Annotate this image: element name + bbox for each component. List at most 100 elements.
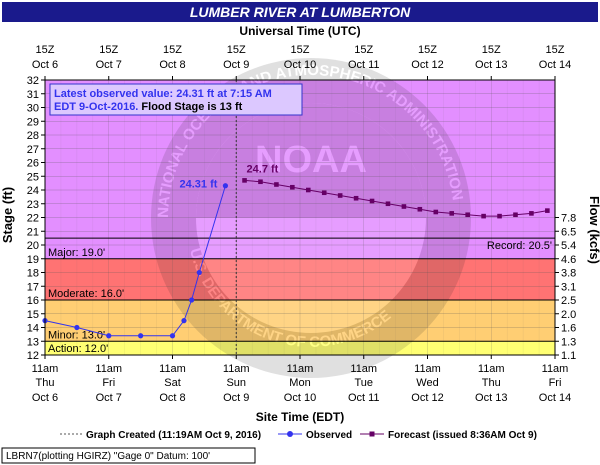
x-top-tick-label: 15Z xyxy=(99,44,118,56)
observed-value-label: 24.31 ft xyxy=(179,179,217,191)
flood-label-moderate: Moderate: 16.0' xyxy=(48,288,124,300)
forecast-point xyxy=(417,206,423,212)
legend-graph-created-label: Graph Created (11:19AM Oct 9, 2016) xyxy=(86,430,261,441)
legend-forecast-label: Forecast (issued 8:36AM Oct 9) xyxy=(388,430,537,441)
y-tick-label: 12 xyxy=(27,350,39,362)
forecast-point xyxy=(513,212,518,218)
x-bottom-tick-day: Thu xyxy=(482,377,501,389)
y-tick-label: 27 xyxy=(27,144,39,156)
y-right-tick-label: 6.5 xyxy=(561,226,576,238)
y-right-tick-label: 5.4 xyxy=(561,240,576,252)
x-bottom-tick-time: 11am xyxy=(223,363,250,375)
forecast-point xyxy=(353,195,359,201)
flood-label-action: Action: 12.0' xyxy=(48,343,108,355)
title-bar xyxy=(2,2,598,22)
forecast-point xyxy=(449,211,455,216)
info-flood-stage-line: EDT 9-Oct-2016. Flood Stage is 13 ft xyxy=(54,101,243,113)
x-top-tick-date: Oct 8 xyxy=(159,59,185,71)
y-right-tick-label: 3.1 xyxy=(561,281,576,293)
chart-title: LUMBER RIVER AT LUMBERTON xyxy=(190,4,411,20)
noaa-logo-outer-ring xyxy=(151,58,471,378)
y-axis-label: Stage (ft) xyxy=(0,187,15,243)
footer-datum-text: LBRN7(plotting HGIRZ) "Gage 0" Datum: 10… xyxy=(6,451,210,462)
flood-label-minor: Minor: 13.0' xyxy=(48,329,105,341)
y-tick-label: 18 xyxy=(27,268,39,280)
x-bottom-tick-time: 11am xyxy=(414,363,441,375)
forecast-point xyxy=(337,193,343,198)
forecast-point xyxy=(321,190,327,196)
record-label: Record: 20.5' xyxy=(487,240,552,252)
observed-point xyxy=(181,318,187,324)
forecast-point xyxy=(242,178,247,183)
forecast-point xyxy=(465,212,470,218)
forecast-point xyxy=(497,213,502,219)
x-top-tick-label: 15Z xyxy=(227,44,246,56)
observed-point xyxy=(196,269,202,276)
observed-point xyxy=(189,297,195,303)
y-tick-label: 25 xyxy=(27,171,39,183)
x-top-tick-label: 15Z xyxy=(418,44,437,56)
x-axis-label: Site Time (EDT) xyxy=(256,410,344,424)
x-bottom-tick-day: Tue xyxy=(354,377,373,389)
x-axis-top: 15Z Oct 6 15Z Oct 7 15Z Oct 8 15Z Oct 9 15Z Oct 1… xyxy=(32,44,571,80)
x-bottom-tick-day: Fri xyxy=(549,377,562,389)
observed-point xyxy=(169,333,176,339)
forecast-point xyxy=(401,204,407,209)
forecast-point xyxy=(545,208,550,213)
forecast-point xyxy=(305,187,311,193)
latest-observed-info-box: Latest observed value: 24.31 ft at 7:15 … xyxy=(49,83,303,116)
x-top-tick-date: Oct 13 xyxy=(475,59,507,71)
forecast-point xyxy=(369,198,375,204)
series-layer: 24.31 ft 24.7 ft xyxy=(42,163,550,339)
y-tick-label: 20 xyxy=(27,240,39,252)
x-bottom-tick-date: Oct 10 xyxy=(284,392,316,404)
forecast-point xyxy=(274,182,279,187)
flood-category-bands xyxy=(45,80,555,355)
grid-lines xyxy=(44,79,556,356)
observed-point xyxy=(222,183,229,189)
y-tick-label: 23 xyxy=(27,199,39,211)
x-top-tick-date: Oct 10 xyxy=(284,59,316,71)
legend-forecast-swatch-marker xyxy=(369,431,375,437)
x-bottom-tick-day: Wed xyxy=(416,377,438,389)
forecast-value-label: 24.7 ft xyxy=(247,163,279,175)
x-bottom-tick-date: Oct 13 xyxy=(475,392,507,404)
y-right-tick-label: 7.8 xyxy=(561,213,576,225)
x-top-tick-date: Oct 14 xyxy=(539,59,571,71)
y-right-tick-label: 2.5 xyxy=(561,295,576,307)
y-tick-label: 22 xyxy=(27,213,39,225)
y-right-tick-label: 1.1 xyxy=(561,350,576,362)
y-axis-left: 1213141516171819202122232425262728293031… xyxy=(27,75,45,362)
y-tick-label: 29 xyxy=(27,116,39,128)
observed-point xyxy=(106,333,112,339)
forecast-point xyxy=(433,209,439,215)
x-top-tick-date: Oct 6 xyxy=(32,59,58,71)
forecast-point xyxy=(290,184,295,190)
x-bottom-tick-time: 11am xyxy=(95,363,122,375)
forecast-line xyxy=(244,179,548,217)
x-bottom-tick-date: Oct 12 xyxy=(411,392,443,404)
y-right-tick-label: 4.6 xyxy=(561,254,576,266)
x-top-tick-label: 15Z xyxy=(482,44,501,56)
legend-observed-label: Observed xyxy=(306,430,352,441)
y-axis-right: 1.1 1.31.6 2.0 2.5 3.13.8 4.6 5.4 6.57.8 xyxy=(555,213,576,362)
x-bottom-tick-time: 11am xyxy=(159,363,186,375)
flood-band-moderate xyxy=(45,258,555,300)
x-axis-bottom: 11am Thu Oct 6 11am Fri Oct 7 11am Sat Oct 8 11am… xyxy=(32,355,571,404)
y-tick-label: 24 xyxy=(27,185,39,197)
y-tick-label: 31 xyxy=(27,89,39,101)
x-bottom-tick-date: Oct 7 xyxy=(96,392,122,404)
flood-label-major: Major: 19.0' xyxy=(48,247,105,259)
y-tick-label: 14 xyxy=(27,323,39,335)
y-tick-label: 21 xyxy=(27,226,39,238)
x-top-tick-date: Oct 7 xyxy=(96,59,122,71)
top-axis-title: Universal Time (UTC) xyxy=(239,24,360,38)
forecast-point xyxy=(258,179,263,185)
info-latest-line: Latest observed value: 24.31 ft at 7:15 … xyxy=(54,88,272,100)
forecast-point xyxy=(481,213,486,219)
y-right-tick-label: 1.6 xyxy=(561,323,576,335)
y-tick-label: 28 xyxy=(27,130,39,142)
footer-box xyxy=(1,447,256,464)
y-right-tick-label: 2.0 xyxy=(561,309,576,321)
